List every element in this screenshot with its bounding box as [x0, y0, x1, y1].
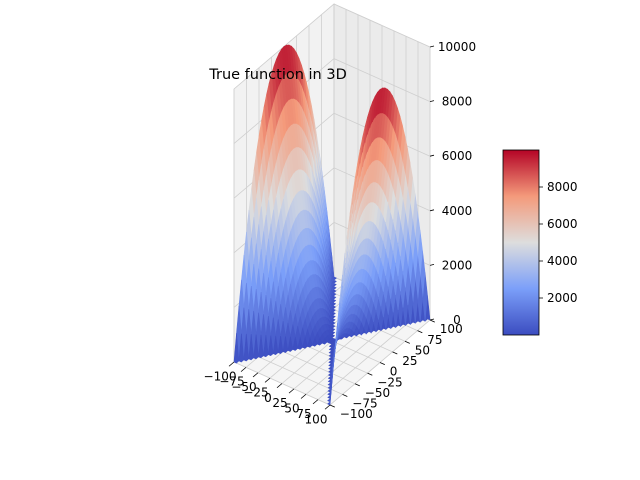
colorbar-tick-label: 2000	[547, 291, 578, 305]
y-tick-label: −50	[365, 386, 390, 400]
surface-facet	[312, 337, 318, 347]
y-tick-label: 25	[402, 354, 417, 368]
y-tick-label: −75	[352, 397, 377, 411]
surface-facet	[258, 334, 264, 359]
surface-facet	[297, 337, 303, 350]
z-tick-mark	[429, 100, 435, 102]
chart-title: True function in 3D	[208, 67, 346, 83]
x-tick-mark	[312, 399, 319, 405]
x-tick-label: −100	[204, 369, 237, 383]
colorbar-gradient	[503, 150, 539, 335]
surface-facet	[282, 336, 289, 353]
x-tick-mark	[324, 404, 331, 410]
x-tick-label: 0	[264, 391, 272, 405]
y-tick-mark	[404, 340, 410, 344]
surface-facet	[287, 336, 294, 352]
z-tick-label: 4000	[442, 204, 473, 218]
colorbar: 2000 4000 6000 8000	[502, 149, 578, 336]
colorbar-tick-label: 8000	[547, 180, 578, 194]
z-tick-label: 0	[453, 313, 461, 327]
surface-facet	[248, 334, 254, 361]
x-tick-label: −75	[219, 375, 244, 389]
y-tick-mark	[392, 351, 398, 355]
surface-facet	[272, 335, 279, 356]
colorbar-ticks: 2000 4000 6000 8000	[539, 180, 578, 305]
colorbar-tick-label: 4000	[547, 254, 578, 268]
z-tick-mark	[429, 154, 435, 157]
x-tick-mark	[228, 361, 235, 367]
z-tick-mark	[429, 45, 435, 48]
x-tick-mark	[264, 377, 271, 383]
x-tick-label: −25	[243, 385, 268, 399]
surface-facet	[302, 336, 308, 349]
surface-facet	[233, 333, 240, 364]
y-tick-label: 100	[440, 322, 463, 336]
x-tick-mark	[276, 383, 283, 389]
z-tick-mark	[429, 318, 435, 321]
x-tick-mark	[252, 372, 259, 378]
y-tick-mark	[342, 394, 348, 397]
y-tick-mark	[367, 372, 373, 376]
surface-facet	[238, 333, 245, 363]
surface-facet	[307, 337, 313, 348]
x-tick-label: 50	[284, 402, 299, 416]
y-tick-mark	[329, 404, 335, 408]
x-tick-mark	[300, 393, 307, 399]
surface-facet	[316, 337, 323, 346]
x-tick-label: 100	[305, 412, 328, 426]
z-tick-label: 10000	[438, 40, 476, 54]
z-tick-label: 6000	[442, 149, 473, 163]
y-tick-label: 75	[427, 333, 442, 347]
surface-facet	[253, 334, 259, 360]
y-tick-label: −25	[377, 375, 402, 389]
surface-plot	[233, 44, 431, 406]
y-tick-label: −100	[340, 407, 373, 421]
colorbar-tick-label: 6000	[547, 217, 578, 231]
x-tick-mark	[288, 388, 295, 394]
surface-facet	[243, 333, 250, 362]
surface-facet	[267, 335, 274, 357]
surface-facet	[292, 336, 299, 351]
x-tick-label: 75	[296, 407, 311, 421]
y-tick-mark	[354, 383, 360, 387]
colorbar-frame	[502, 149, 540, 336]
z-tick-label: 8000	[442, 95, 473, 109]
z-tick-label: 2000	[442, 258, 473, 272]
y-tick-label: 0	[390, 365, 398, 379]
x-tick-label: 25	[272, 396, 287, 410]
y-tick-mark	[417, 330, 423, 334]
z-tick-mark	[429, 209, 435, 212]
x-tick-mark	[240, 367, 247, 372]
y-tick-mark	[379, 362, 385, 366]
grid-line-z	[233, 3, 431, 90]
surface-facet	[327, 376, 333, 406]
x-tick-label: −50	[231, 380, 256, 394]
surface-facet	[277, 336, 284, 354]
surface-facet	[263, 335, 269, 358]
z-tick-mark	[429, 264, 435, 266]
surface-facet	[321, 338, 328, 345]
y-tick-label: 50	[415, 343, 430, 357]
y-tick-mark	[429, 319, 435, 323]
